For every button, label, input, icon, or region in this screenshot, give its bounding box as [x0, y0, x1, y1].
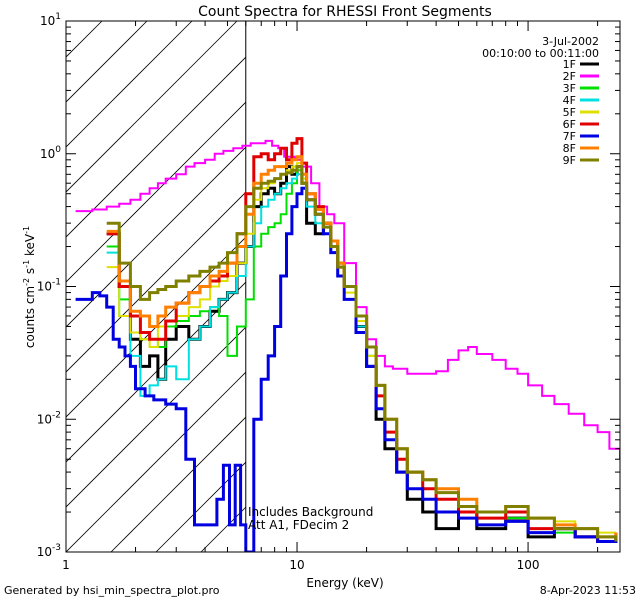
legend-label: 1F — [563, 58, 576, 71]
annotation-background: Includes Background — [248, 505, 373, 519]
x-tick-label: 100 — [517, 558, 540, 572]
legend-label: 8F — [563, 142, 576, 155]
series-1F — [106, 165, 618, 543]
x-axis-label: Energy (keV) — [306, 576, 383, 590]
series-7F — [75, 186, 618, 552]
hatch-line — [66, 236, 246, 418]
hatch-line — [66, 146, 246, 328]
series-5F — [106, 162, 616, 534]
series-2F — [75, 139, 620, 460]
legend-label: 4F — [563, 94, 576, 107]
hatch-line — [155, 461, 246, 552]
attenuated-region-hatching — [0, 21, 640, 552]
time-range: 00:10:00 to 00:11:00 — [482, 47, 599, 60]
y-axis-label: counts cm-2 s-1 keV-1 — [22, 226, 37, 348]
annotation-attenuator: Att A1, FDecim 2 — [248, 518, 349, 532]
legend-label: 7F — [563, 130, 576, 143]
y-tick-label: 10-1 — [37, 278, 61, 294]
legend-label: 9F — [563, 154, 576, 167]
hatch-line — [66, 101, 246, 283]
series-9F — [106, 165, 618, 542]
series-3F — [106, 169, 617, 538]
hatch-line — [66, 21, 193, 148]
legend-label: 6F — [563, 118, 576, 131]
hatch-line — [66, 56, 246, 238]
hatch-line — [66, 371, 246, 552]
axis-ticks: 1 10 100 10-3 10-2 10-1 100 101 — [37, 12, 620, 572]
legend-label: 3F — [563, 82, 576, 95]
hatch-line — [66, 326, 246, 508]
series-6F — [106, 137, 618, 543]
hatch-line — [66, 281, 246, 463]
legend-label: 2F — [563, 70, 576, 83]
legend-label: 5F — [563, 106, 576, 119]
series-4F — [106, 173, 617, 542]
hatch-line — [0, 21, 12, 552]
hatch-line — [426, 21, 640, 552]
x-tick-label: 10 — [289, 558, 304, 572]
generated-by: Generated by hsi_min_spectra_plot.pro — [4, 584, 220, 597]
series-group — [75, 137, 620, 552]
hatch-line — [516, 21, 640, 552]
observation-date: 3-Jul-2002 — [542, 35, 599, 48]
y-tick-label: 10-3 — [37, 543, 61, 559]
generated-timestamp: 8-Apr-2023 11:53 — [540, 584, 636, 597]
hatch-line — [110, 416, 246, 552]
chart-title: Count Spectra for RHESSI Front Segments — [198, 4, 492, 20]
x-tick-label: 1 — [62, 558, 70, 572]
hatch-line — [66, 21, 238, 193]
y-tick-label: 100 — [40, 145, 61, 161]
y-tick-label: 10-2 — [37, 410, 61, 426]
hatch-line — [66, 191, 246, 373]
y-tick-label: 101 — [40, 12, 61, 28]
